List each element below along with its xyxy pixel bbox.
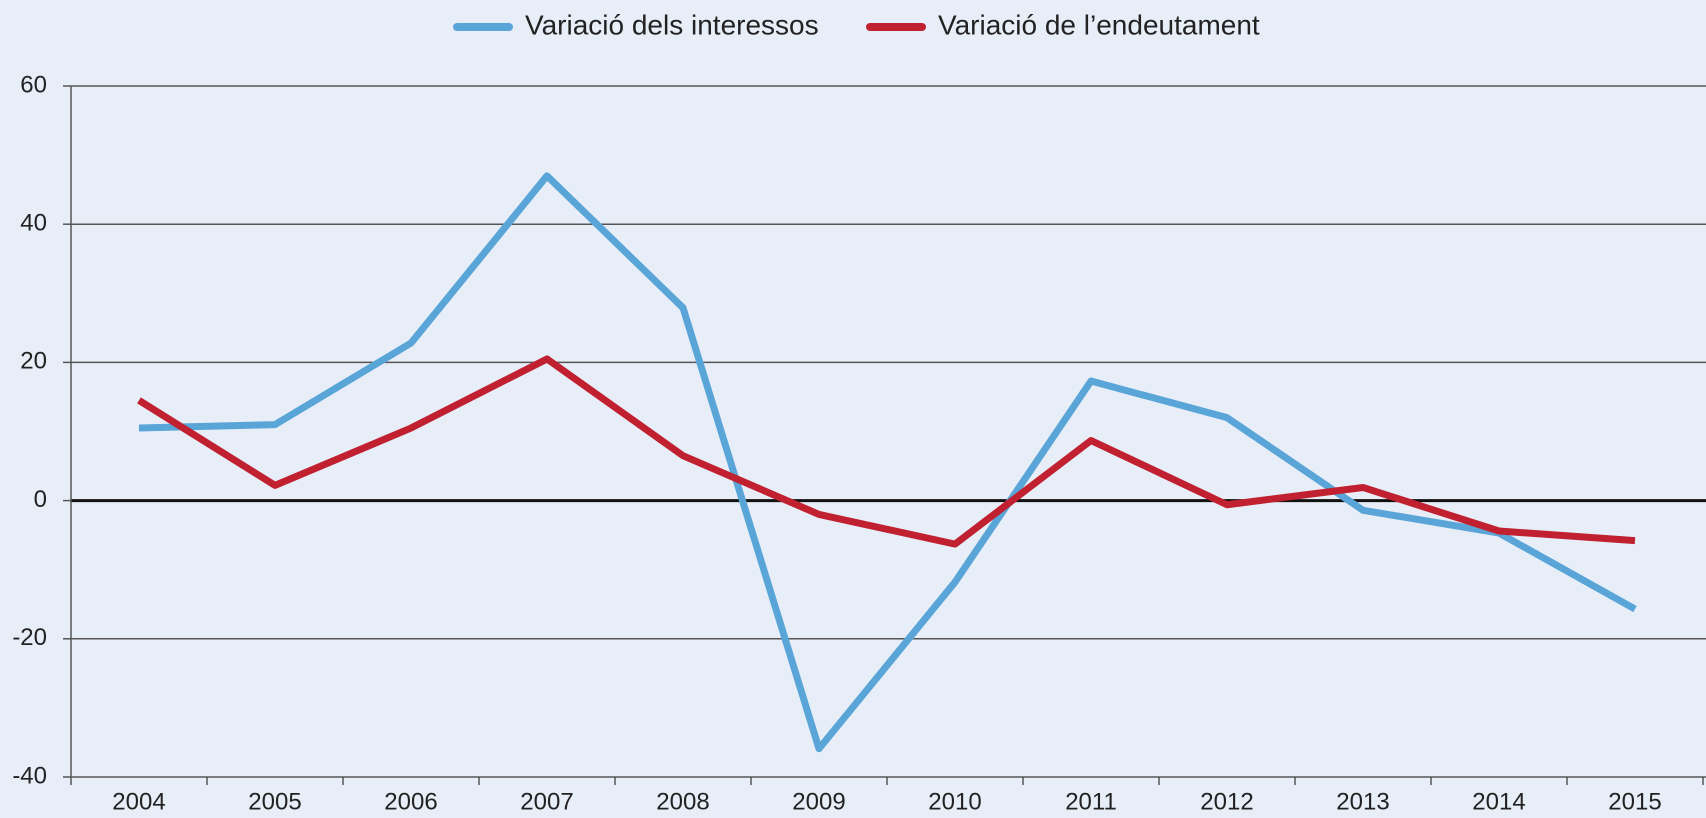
series-line bbox=[137, 355, 1636, 548]
x-tick-label: 2006 bbox=[384, 788, 437, 815]
legend-label: Variació de l’endeutament bbox=[938, 9, 1260, 40]
x-tick-label: 2014 bbox=[1472, 788, 1525, 815]
y-tick-label: 60 bbox=[20, 71, 47, 98]
x-tick-label: 2012 bbox=[1200, 788, 1253, 815]
x-tick-label: 2015 bbox=[1608, 788, 1661, 815]
legend-label: Variació dels interessos bbox=[525, 9, 819, 40]
x-tick-label: 2009 bbox=[792, 788, 845, 815]
x-tick-label: 2010 bbox=[928, 788, 981, 815]
y-tick-label: 40 bbox=[20, 210, 47, 237]
x-tick-label: 2007 bbox=[520, 788, 573, 815]
y-tick-label: 0 bbox=[34, 486, 47, 513]
x-tick-label: 2011 bbox=[1065, 788, 1117, 815]
x-tick-label: 2013 bbox=[1336, 788, 1389, 815]
series-line bbox=[138, 172, 1637, 753]
x-tick-label: 2005 bbox=[248, 788, 301, 815]
x-tick-label: 2004 bbox=[112, 788, 165, 815]
x-tick-label: 2008 bbox=[656, 788, 709, 815]
y-tick-label: -20 bbox=[12, 624, 47, 651]
y-tick-label: -40 bbox=[12, 762, 47, 789]
y-tick-label: 20 bbox=[20, 348, 47, 375]
